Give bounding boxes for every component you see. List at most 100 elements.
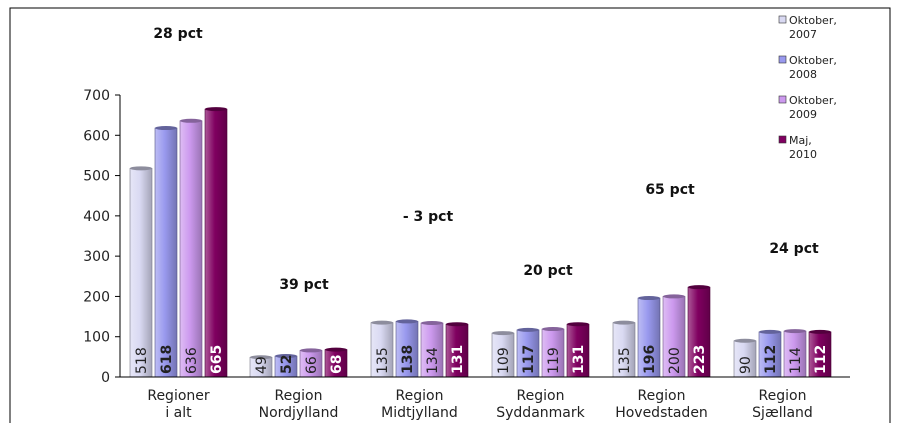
bar: 49 bbox=[249, 355, 273, 378]
bar-value-label: 117 bbox=[521, 345, 537, 374]
bar-top bbox=[567, 322, 589, 327]
bar-value-label: 665 bbox=[209, 345, 225, 374]
bar: 112 bbox=[808, 329, 832, 378]
bar-value-label: 135 bbox=[617, 347, 633, 374]
bar: 196 bbox=[637, 296, 661, 378]
legend-swatch bbox=[778, 55, 787, 64]
bar-top bbox=[421, 321, 443, 326]
bar: 134 bbox=[420, 321, 444, 378]
bar-value-label: 518 bbox=[134, 347, 150, 374]
annotations: 28 pct 39 pct - 3 pct 20 pct 65 pct 24 pct bbox=[153, 26, 819, 293]
x-axis: Regioner i alt Region Nordjylland Region Midt… bbox=[120, 376, 850, 421]
pct-change-label: 65 pct bbox=[645, 182, 695, 198]
bar-top bbox=[613, 320, 635, 325]
bar: 114 bbox=[783, 329, 807, 378]
bar-top bbox=[809, 329, 831, 334]
legend-label: Oktober, 2007 bbox=[789, 14, 837, 41]
bar-top bbox=[371, 320, 393, 325]
bar: 117 bbox=[516, 327, 540, 378]
bar: 66 bbox=[299, 348, 323, 378]
bar-top bbox=[250, 355, 272, 360]
bar-top bbox=[275, 354, 297, 359]
y-tick-label: 0 bbox=[101, 370, 110, 386]
legend-entry: Oktober, 2009 bbox=[778, 94, 837, 121]
bar-top bbox=[180, 118, 202, 123]
bar-body bbox=[204, 108, 228, 378]
bar-top bbox=[205, 107, 227, 112]
bar-value-label: 636 bbox=[184, 347, 200, 374]
y-tick-label: 700 bbox=[83, 88, 110, 104]
y-tick-label: 600 bbox=[83, 128, 110, 144]
y-tick-label: 500 bbox=[83, 169, 110, 185]
legend-entry: Maj, 2010 bbox=[778, 134, 817, 161]
bar-value-label: 112 bbox=[813, 345, 829, 374]
bar-top bbox=[396, 319, 418, 324]
bar: 131 bbox=[445, 322, 469, 378]
x-tick-label: Region Syddanmark bbox=[496, 388, 585, 421]
bar-body bbox=[154, 127, 178, 378]
bar: 119 bbox=[541, 327, 565, 378]
pct-change-label: 28 pct bbox=[153, 26, 203, 42]
x-tick-label: Region Nordjylland bbox=[259, 388, 339, 421]
bar-value-label: 52 bbox=[279, 355, 295, 374]
bar-value-label: 68 bbox=[329, 355, 345, 374]
x-tick-label: Region Sjælland bbox=[752, 388, 813, 421]
bar: 200 bbox=[662, 294, 686, 378]
bar-top bbox=[759, 329, 781, 334]
bar-top bbox=[734, 338, 756, 343]
y-tick-label: 200 bbox=[83, 289, 110, 305]
bar: 135 bbox=[612, 320, 636, 378]
bar-top bbox=[300, 348, 322, 353]
bar-top bbox=[325, 347, 347, 352]
bar: 518 bbox=[129, 166, 153, 378]
legend-swatch bbox=[778, 135, 787, 144]
y-axis: 0 100 200 300 400 500 600 700 bbox=[83, 88, 121, 386]
bar-body bbox=[179, 120, 203, 378]
bars: 518 49 135 109 135 90 618 52 138 117 196 112 636 66 13… bbox=[129, 107, 832, 378]
pct-change-label: - 3 pct bbox=[403, 209, 454, 225]
bar: 618 bbox=[154, 126, 178, 378]
legend-swatch bbox=[778, 15, 787, 24]
legend-entry: Oktober, 2007 bbox=[778, 14, 837, 41]
bar-value-label: 138 bbox=[400, 345, 416, 374]
bar-value-label: 109 bbox=[496, 347, 512, 374]
bar-top bbox=[784, 329, 806, 334]
bar: 135 bbox=[370, 320, 394, 378]
x-tick-label: Regioner i alt bbox=[147, 388, 210, 421]
bar: 131 bbox=[566, 322, 590, 378]
bar-value-label: 49 bbox=[254, 356, 270, 374]
bar: 109 bbox=[491, 331, 515, 378]
legend-label: Maj, 2010 bbox=[789, 134, 817, 161]
bar-top bbox=[542, 327, 564, 332]
bar: 138 bbox=[395, 319, 419, 378]
legend-swatch bbox=[778, 95, 787, 104]
bar-top bbox=[688, 285, 710, 290]
bar-value-label: 134 bbox=[425, 347, 441, 374]
bar: 112 bbox=[758, 329, 782, 378]
bar-body bbox=[129, 168, 153, 378]
bar-value-label: 90 bbox=[738, 356, 754, 374]
legend-label: Oktober, 2009 bbox=[789, 94, 837, 121]
bar-top bbox=[446, 322, 468, 327]
y-tick-label: 300 bbox=[83, 249, 110, 265]
bar-value-label: 114 bbox=[788, 347, 804, 374]
bar-value-label: 131 bbox=[571, 345, 587, 374]
bar: 223 bbox=[687, 285, 711, 378]
bar-value-label: 135 bbox=[375, 347, 391, 374]
y-tick-label: 100 bbox=[83, 330, 110, 346]
bar-value-label: 618 bbox=[159, 345, 175, 374]
x-tick-label: Region Hovedstaden bbox=[615, 388, 708, 421]
bar: 636 bbox=[179, 118, 203, 378]
bar-top bbox=[492, 331, 514, 336]
bar: 68 bbox=[324, 347, 348, 378]
plot-frame bbox=[9, 7, 891, 423]
bar-value-label: 131 bbox=[450, 345, 466, 374]
pct-change-label: 39 pct bbox=[279, 277, 329, 293]
bar-top bbox=[155, 126, 177, 131]
bar-value-label: 200 bbox=[667, 347, 683, 374]
y-tick-label: 400 bbox=[83, 209, 110, 225]
pct-change-label: 20 pct bbox=[523, 263, 573, 279]
bar-top bbox=[638, 296, 660, 301]
bar: 665 bbox=[204, 107, 228, 378]
